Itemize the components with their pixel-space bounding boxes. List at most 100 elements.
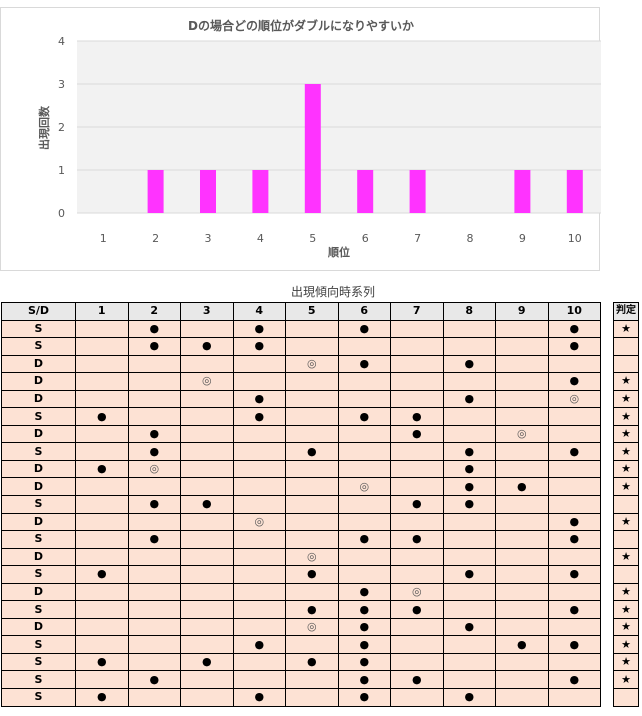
rank-cell	[180, 600, 234, 619]
rank-cell	[232, 652, 286, 672]
rank-cell	[180, 354, 234, 374]
rank-cell: ●	[390, 407, 444, 426]
rank-cell: ●	[337, 530, 391, 549]
rank-cell	[495, 459, 549, 479]
rank-cell: ●	[390, 495, 444, 514]
rank-cell	[75, 495, 129, 514]
rank-cell	[75, 547, 129, 567]
rank-cell: ●	[232, 635, 286, 654]
rank-cell	[390, 617, 444, 637]
judge-cell: ★	[613, 547, 639, 567]
rank-cell	[337, 442, 391, 461]
rank-cell	[495, 617, 549, 637]
rank-cell: ●	[547, 372, 601, 391]
rank-cell	[390, 354, 444, 374]
rank-cell	[337, 337, 391, 356]
x-tick-label: 6	[362, 232, 369, 245]
x-tick-label: 4	[257, 232, 264, 245]
sd-cell: S	[1, 635, 76, 654]
rank-cell	[390, 459, 444, 479]
judge-header: 判定	[613, 302, 639, 321]
rank-cell	[180, 407, 234, 426]
table-row: S ● ● ● ●	[1, 652, 601, 672]
rank-cell	[232, 617, 286, 637]
rank-cell	[127, 600, 181, 619]
sd-cell: S	[1, 670, 76, 690]
header-sd: S/D	[1, 302, 76, 321]
rank-cell	[127, 617, 181, 637]
rank-cell	[232, 372, 286, 391]
rank-cell	[547, 477, 601, 497]
table-row: S ● ● ● ●	[1, 688, 601, 707]
sd-cell: S	[1, 319, 76, 339]
rank-cell: ●	[337, 319, 391, 339]
header-rank-1: 1	[75, 302, 129, 321]
rank-cell	[442, 512, 496, 532]
rank-cell: ●	[127, 337, 181, 356]
table-row: S ● ● ● ●	[1, 442, 601, 461]
rank-cell	[495, 319, 549, 339]
rank-cell: ●	[442, 354, 496, 374]
rank-cell	[285, 530, 339, 549]
bars	[147, 84, 583, 213]
rank-cell: ●	[337, 688, 391, 707]
rank-cell: ●	[547, 319, 601, 339]
rank-cell	[180, 635, 234, 654]
sd-cell: D	[1, 459, 76, 479]
judge-cell: ★	[613, 319, 639, 339]
rank-cell	[337, 424, 391, 444]
rank-cell	[547, 354, 601, 374]
rank-cell	[442, 547, 496, 567]
rank-cell: ◎	[495, 424, 549, 444]
rank-cell: ●	[442, 459, 496, 479]
rank-cell	[127, 635, 181, 654]
rank-cell	[180, 424, 234, 444]
rank-cell	[390, 372, 444, 391]
rank-cell: ●	[337, 652, 391, 672]
rank-cell	[75, 372, 129, 391]
rank-cell	[232, 530, 286, 549]
x-tick-label: 1	[100, 232, 107, 245]
judge-cell	[613, 354, 639, 374]
rank-cell	[495, 372, 549, 391]
y-tick-label: 4	[58, 35, 65, 48]
chart-panel: 0 1 2 3 4 1 2 3 4 5 6 7 8 9 10 Dの場合どの順位がダブルになりやすいか 順位…	[0, 7, 601, 271]
rank-cell	[442, 372, 496, 391]
bar-rank-9	[514, 170, 531, 213]
rank-cell	[127, 512, 181, 532]
rank-cell	[127, 354, 181, 374]
sd-cell: S	[1, 530, 76, 549]
header-rank-4: 4	[232, 302, 286, 321]
header-rank-10: 10	[547, 302, 601, 321]
table-row: S ● ● ● ●	[1, 530, 601, 549]
rank-cell: ●	[180, 495, 234, 514]
rank-cell: ●	[232, 688, 286, 707]
rank-cell	[442, 319, 496, 339]
rank-cell	[442, 670, 496, 690]
x-tick-label: 3	[205, 232, 212, 245]
table-row: S ● ● ● ●	[1, 495, 601, 514]
judge-cell: ★	[613, 652, 639, 672]
bar-rank-7	[409, 170, 426, 213]
rank-cell	[180, 688, 234, 707]
rank-cell	[232, 670, 286, 690]
judge-cell: ★	[613, 477, 639, 497]
rank-cell	[180, 442, 234, 461]
sd-cell: D	[1, 477, 76, 497]
header-rank-9: 9	[495, 302, 549, 321]
rank-cell	[495, 547, 549, 567]
judge-cell	[613, 530, 639, 549]
table-row: S ● ● ● ●	[1, 319, 601, 339]
rank-cell	[127, 652, 181, 672]
sd-cell: D	[1, 354, 76, 374]
table-row: S ● ● ● ●	[1, 407, 601, 426]
rank-cell: ●	[442, 389, 496, 409]
header-rank-7: 7	[390, 302, 444, 321]
rank-cell: ●	[442, 495, 496, 514]
rank-cell: ●	[75, 459, 129, 479]
rank-cell	[495, 407, 549, 426]
x-tick-label: 5	[309, 232, 316, 245]
y-tick-label: 2	[58, 121, 65, 134]
judge-cell	[613, 565, 639, 584]
rank-cell	[75, 582, 129, 602]
